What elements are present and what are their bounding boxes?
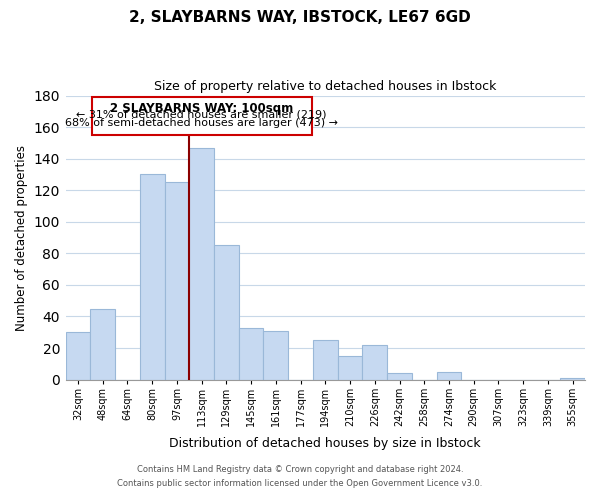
- Bar: [338, 356, 362, 380]
- Bar: [214, 246, 239, 380]
- Bar: [140, 174, 164, 380]
- Bar: [91, 308, 115, 380]
- Text: 2 SLAYBARNS WAY: 100sqm: 2 SLAYBARNS WAY: 100sqm: [110, 102, 293, 115]
- Bar: [313, 340, 338, 380]
- Text: 68% of semi-detached houses are larger (473) →: 68% of semi-detached houses are larger (…: [65, 118, 338, 128]
- Text: 2, SLAYBARNS WAY, IBSTOCK, LE67 6GD: 2, SLAYBARNS WAY, IBSTOCK, LE67 6GD: [129, 10, 471, 25]
- Text: Contains HM Land Registry data © Crown copyright and database right 2024.
Contai: Contains HM Land Registry data © Crown c…: [118, 466, 482, 487]
- Y-axis label: Number of detached properties: Number of detached properties: [15, 144, 28, 330]
- Bar: [362, 345, 387, 380]
- Bar: [239, 328, 263, 380]
- Bar: [189, 148, 214, 380]
- Bar: [560, 378, 585, 380]
- Bar: [263, 330, 288, 380]
- Bar: [65, 332, 91, 380]
- Bar: [164, 182, 189, 380]
- Bar: [437, 372, 461, 380]
- Text: ← 31% of detached houses are smaller (219): ← 31% of detached houses are smaller (21…: [76, 110, 327, 120]
- Bar: [387, 374, 412, 380]
- FancyBboxPatch shape: [92, 97, 312, 135]
- X-axis label: Distribution of detached houses by size in Ibstock: Distribution of detached houses by size …: [169, 437, 481, 450]
- Title: Size of property relative to detached houses in Ibstock: Size of property relative to detached ho…: [154, 80, 496, 93]
